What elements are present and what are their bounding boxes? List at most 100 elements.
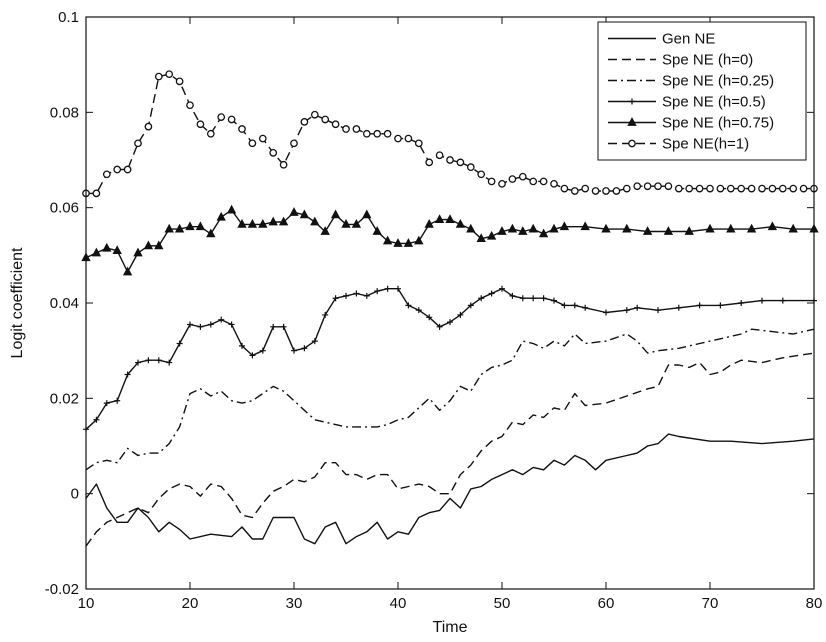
x-tick-label: 30 <box>286 595 303 612</box>
data-point <box>580 221 590 231</box>
data-point <box>114 397 121 404</box>
data-point <box>549 223 559 233</box>
data-point <box>196 120 205 129</box>
data-point <box>560 184 569 193</box>
data-point <box>372 226 382 235</box>
data-point <box>154 240 164 250</box>
data-point <box>654 182 662 191</box>
x-tick-label: 60 <box>598 595 615 612</box>
data-point <box>174 223 185 233</box>
legend-label: Spe NE(h=1) <box>662 136 749 153</box>
data-point <box>384 285 391 292</box>
data-point <box>456 158 465 167</box>
data-point <box>633 182 642 191</box>
y-tick-label: -0.02 <box>45 581 79 598</box>
legend-box <box>597 21 807 161</box>
data-point <box>425 158 434 167</box>
data-point <box>332 295 339 302</box>
data-point <box>122 266 133 276</box>
legend-label: Spe NE (h=0.75) <box>662 115 774 132</box>
data-point <box>738 300 745 306</box>
data-point <box>426 314 433 321</box>
data-point <box>570 187 579 195</box>
data-point <box>414 235 424 245</box>
data-point <box>176 340 183 347</box>
plot-layer <box>81 70 819 547</box>
y-tick-label: 0.06 <box>50 200 79 217</box>
data-point <box>706 184 714 193</box>
data-point <box>92 189 101 198</box>
data-point <box>330 209 341 219</box>
data-point <box>643 182 652 191</box>
data-point <box>540 295 547 302</box>
data-point <box>155 357 162 364</box>
data-point <box>424 219 434 228</box>
data-point <box>455 219 466 228</box>
data-point <box>477 170 486 179</box>
data-point <box>457 311 464 318</box>
data-point <box>382 235 393 245</box>
data-point <box>197 323 204 330</box>
data-point <box>509 292 516 299</box>
data-point <box>124 371 131 378</box>
data-point <box>737 184 746 193</box>
y-tick-label: 0.1 <box>58 9 79 26</box>
data-point <box>134 139 142 148</box>
data-point <box>352 125 361 133</box>
legend: Gen NE Spe NE (h=0) Spe NE (h=0.25) Spe NE … <box>597 21 807 161</box>
data-point <box>436 323 443 330</box>
data-point <box>228 321 235 328</box>
y-tick-label: 0 <box>71 486 79 503</box>
data-point <box>206 129 215 138</box>
legend-marker <box>627 117 637 126</box>
x-tick-label: 10 <box>78 595 95 612</box>
data-point <box>259 347 266 354</box>
data-point <box>362 209 372 219</box>
series-6 <box>82 70 818 198</box>
x-axis-label: Time <box>433 619 468 636</box>
data-point <box>684 226 694 235</box>
data-point <box>217 113 226 121</box>
legend-label: Spe NE (h=0.5) <box>662 94 766 111</box>
data-point <box>466 163 475 171</box>
data-point <box>135 359 141 366</box>
data-point <box>405 302 412 309</box>
data-point <box>759 297 765 304</box>
data-point <box>539 177 548 186</box>
data-point <box>478 295 485 302</box>
data-point <box>164 223 174 233</box>
data-point <box>446 156 454 164</box>
data-point <box>758 184 766 193</box>
data-point <box>779 297 786 304</box>
data-point <box>342 125 350 133</box>
data-point <box>278 216 289 226</box>
data-point <box>144 122 153 131</box>
data-point <box>487 177 496 186</box>
data-point <box>154 72 163 81</box>
data-point <box>612 187 621 195</box>
data-point <box>696 302 703 309</box>
data-point <box>186 101 194 110</box>
y-tick-label: 0.08 <box>50 104 79 121</box>
data-point <box>497 226 507 235</box>
data-point <box>145 357 152 364</box>
legend-item: Spe NE (h=0.25) <box>608 73 774 90</box>
data-point <box>270 323 277 330</box>
legend-label: Spe NE (h=0) <box>662 52 753 69</box>
series-line <box>85 433 815 545</box>
data-point <box>705 223 715 233</box>
series-4 <box>83 285 817 433</box>
data-point <box>175 77 184 86</box>
data-point <box>767 221 778 231</box>
legend-item: Gen NE <box>608 31 715 48</box>
data-point <box>603 309 609 316</box>
data-point <box>123 165 132 174</box>
data-point <box>530 295 537 302</box>
data-point <box>279 160 288 169</box>
data-point <box>507 223 518 233</box>
data-point <box>351 219 362 228</box>
data-point <box>488 290 495 297</box>
data-point <box>518 226 528 235</box>
legend-item: Spe NE (h=0.5) <box>608 94 766 111</box>
legend-item: Spe NE (h=0) <box>608 52 753 69</box>
